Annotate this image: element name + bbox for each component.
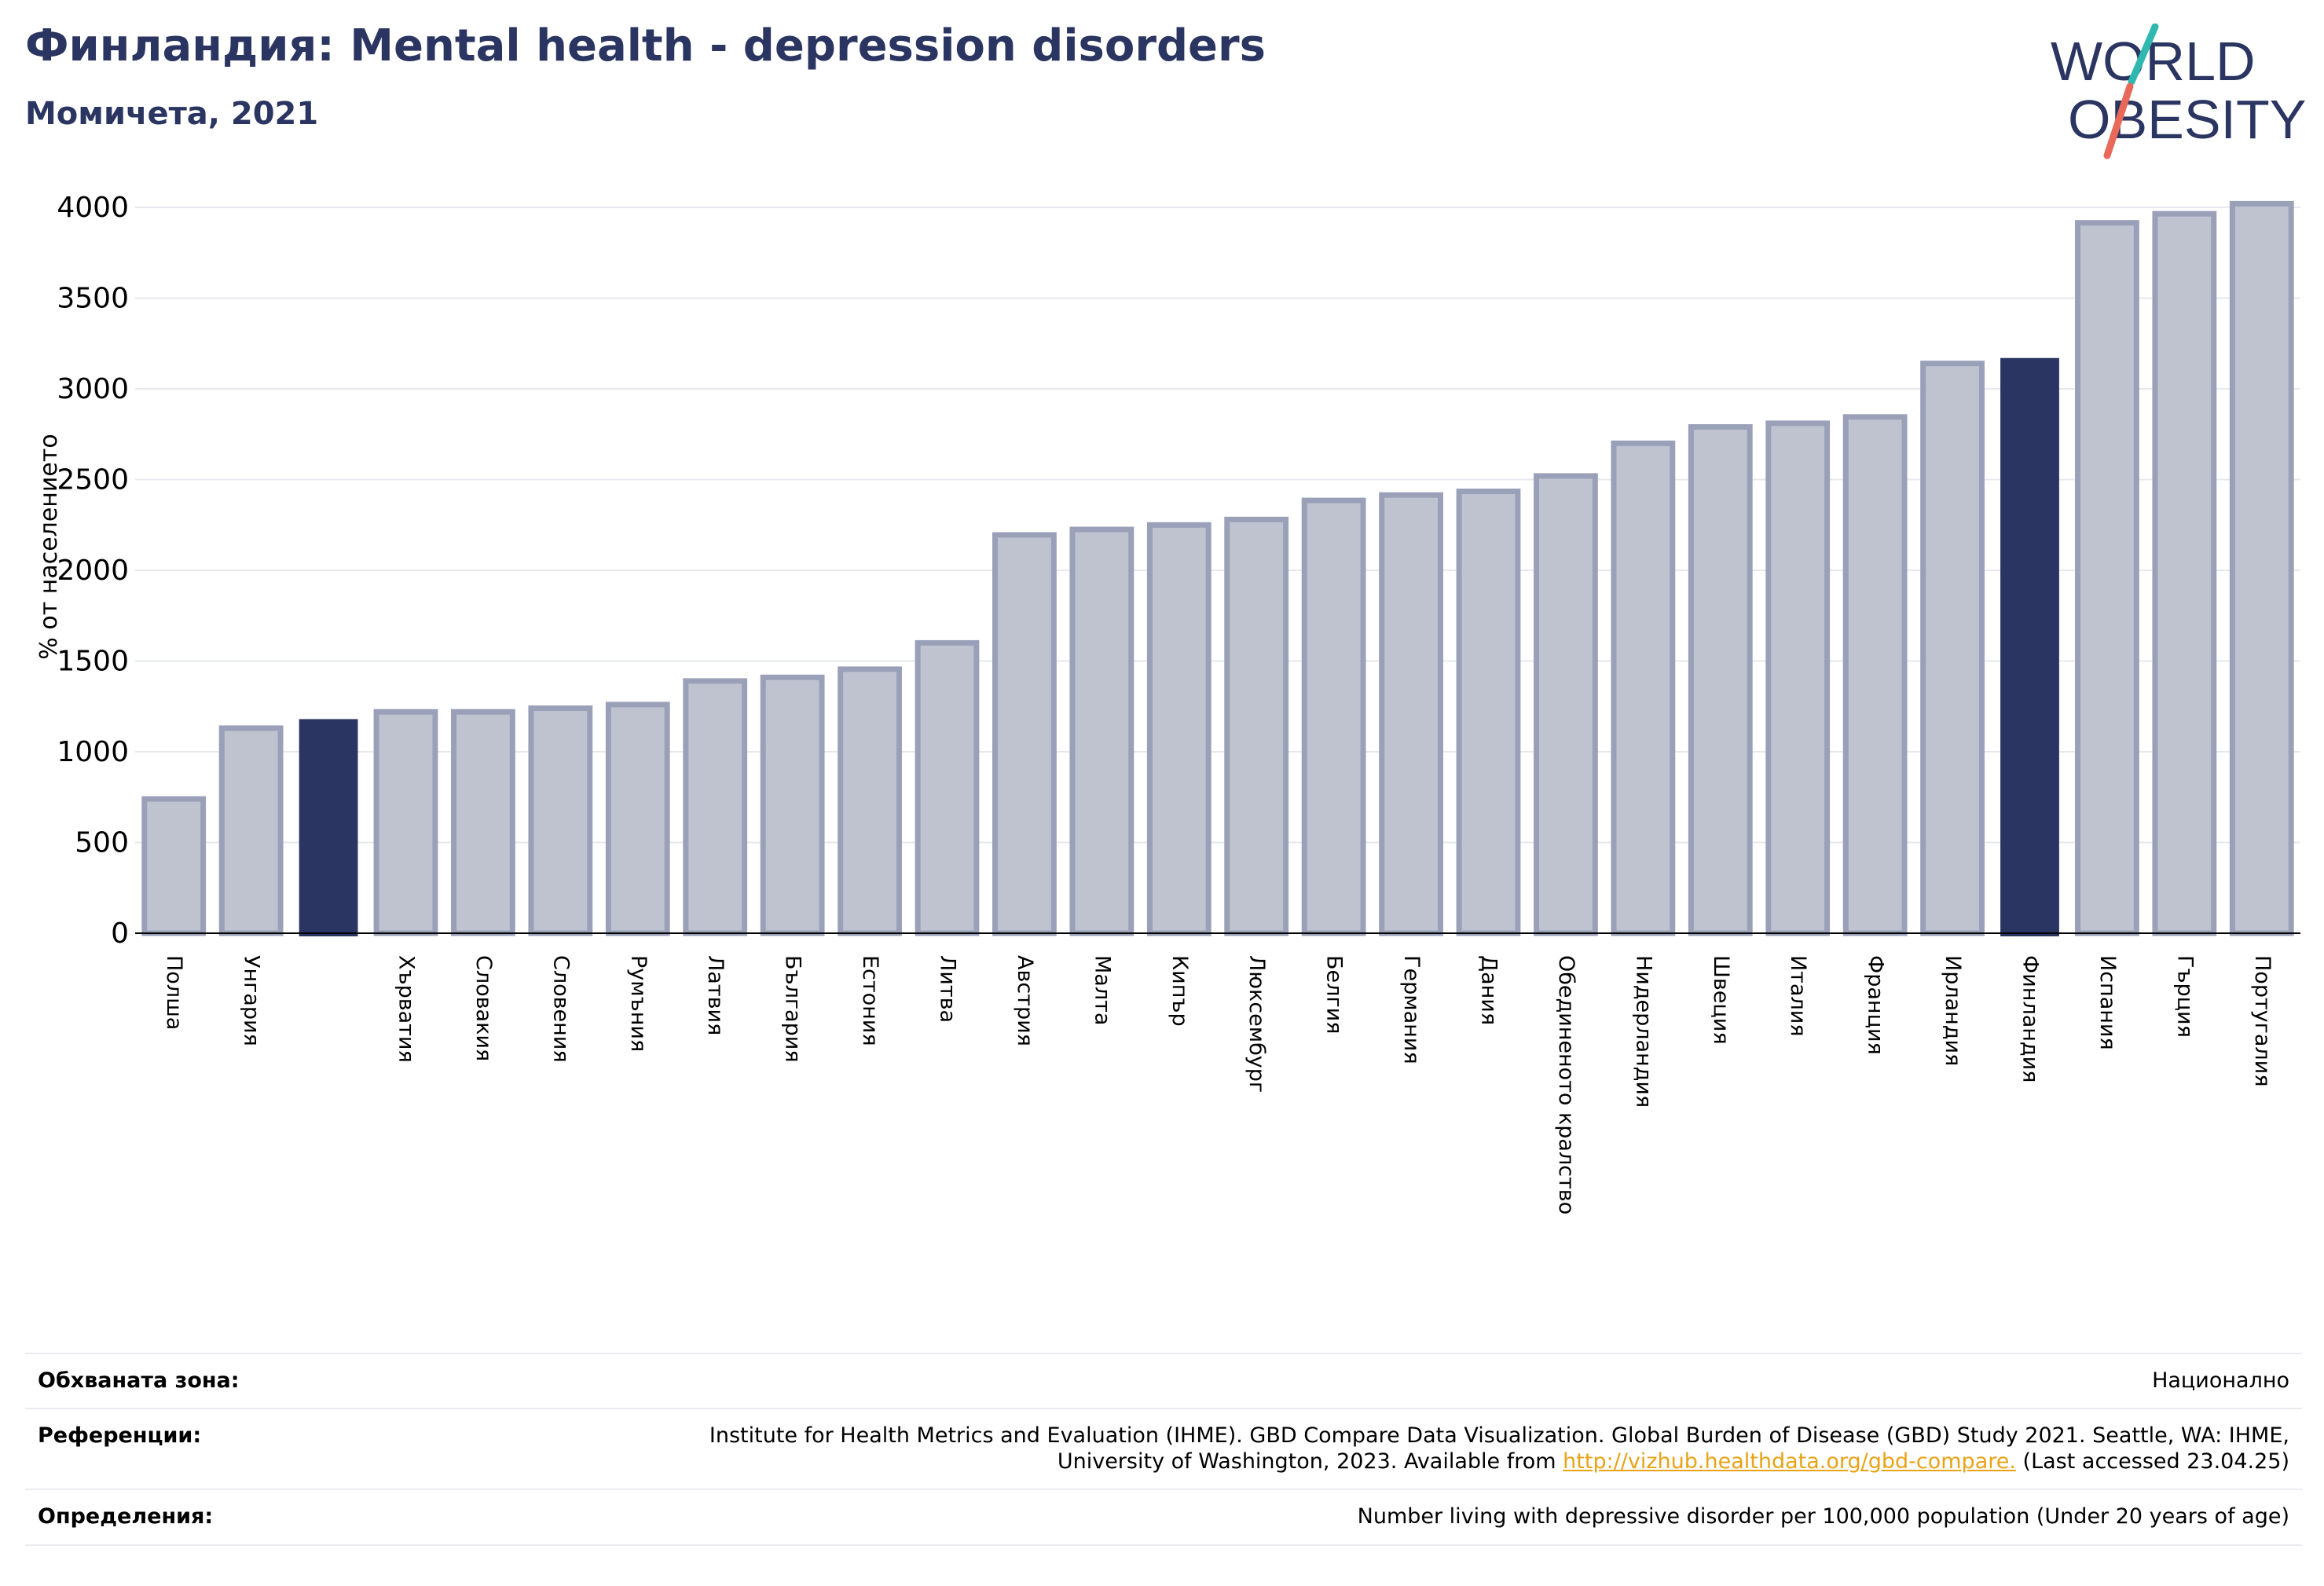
bar-Малта bbox=[1069, 526, 1135, 936]
x-tick-label: Ирландия bbox=[1941, 955, 1965, 1066]
bar-Обединеното кралство bbox=[1534, 473, 1598, 936]
bar-Латвия bbox=[683, 678, 748, 936]
definitions-value: Number living with depressive disorder p… bbox=[1357, 1504, 2289, 1529]
definitions-label: Определения: bbox=[38, 1504, 214, 1529]
y-tick-label: 0 bbox=[111, 918, 129, 950]
bar-Унгария bbox=[218, 725, 284, 936]
x-tick-label: Словакия bbox=[471, 955, 496, 1061]
bar-Кипър bbox=[1146, 522, 1211, 936]
x-tick-label: Португалия bbox=[2250, 955, 2275, 1086]
x-tick-label: Белгия bbox=[1322, 955, 1347, 1034]
bar-Гърция bbox=[2152, 211, 2217, 936]
y-tick-label: 2500 bbox=[57, 464, 129, 496]
references-row: Референции: Institute for Health Metrics… bbox=[25, 1408, 2302, 1489]
x-tick-label: Франция bbox=[1864, 955, 1888, 1055]
x-axis-labels: Полша Унгария Хърватия Словакия Словения Румъ… bbox=[162, 955, 2275, 1214]
bar-Литва bbox=[915, 639, 980, 936]
bar-Дания bbox=[1456, 489, 1521, 936]
bar-Люксембург bbox=[1224, 516, 1289, 936]
bar-chart: 0 500 1000 1500 2000 2500 3000 3500 4000 % от на… bbox=[35, 192, 2300, 1214]
bar-Нидерландия bbox=[1611, 440, 1676, 936]
coverage-row: Обхваната зона: Национално bbox=[25, 1353, 2302, 1408]
bar-Франция bbox=[1842, 414, 1908, 936]
bar-Белгия bbox=[1301, 497, 1366, 936]
references-value: Institute for Health Metrics and Evaluat… bbox=[640, 1423, 2289, 1474]
x-tick-label: Полша bbox=[162, 955, 186, 1030]
y-tick-label: 1000 bbox=[57, 736, 129, 768]
x-tick-label: Литва bbox=[936, 955, 960, 1023]
x-tick-label: Унгария bbox=[240, 955, 264, 1046]
x-tick-label: Дания bbox=[1477, 955, 1501, 1025]
y-tick-label: 1500 bbox=[57, 646, 129, 678]
references-text: Institute for Health Metrics and Evaluat… bbox=[709, 1423, 2289, 1474]
references-label: Референции: bbox=[38, 1423, 202, 1449]
logo-slash-top bbox=[2128, 24, 2159, 86]
chart-title: Финландия: Mental health - depression di… bbox=[25, 20, 1266, 71]
x-tick-label: Обединеното кралство bbox=[1554, 955, 1578, 1214]
bar-Ирландия bbox=[1920, 361, 1985, 936]
bar-Швеция bbox=[1688, 424, 1753, 936]
bar-България bbox=[760, 674, 825, 936]
references-link[interactable]: http://vizhub.healthdata.org/gbd-compare… bbox=[1563, 1449, 2016, 1474]
bar-Испания bbox=[2075, 220, 2139, 936]
x-tick-label: Люксембург bbox=[1244, 955, 1269, 1093]
bar-Естония bbox=[838, 666, 902, 936]
bar-Португалия bbox=[2229, 200, 2294, 936]
x-tick-label: Хърватия bbox=[394, 955, 419, 1063]
y-tick-label: 2000 bbox=[57, 555, 129, 587]
chart-subtitle: Момичета, 2021 bbox=[25, 96, 319, 132]
y-axis-label: % от населението bbox=[35, 434, 63, 659]
x-tick-label: Германия bbox=[1399, 955, 1424, 1064]
bar-Румъния bbox=[605, 701, 670, 936]
bar-Хърватия bbox=[373, 709, 438, 936]
bar-Словакия bbox=[451, 709, 515, 936]
x-tick-label: Австрия bbox=[1013, 955, 1037, 1046]
y-tick-label: 3000 bbox=[57, 373, 129, 405]
x-tick-label: Кипър bbox=[1167, 955, 1192, 1027]
x-tick-label: Швеция bbox=[1709, 955, 1733, 1045]
info-table: Обхваната зона: Национално Референции: I… bbox=[25, 1353, 2302, 1546]
x-tick-label: България bbox=[781, 955, 805, 1063]
bar-highlighted-2 bbox=[299, 719, 358, 936]
bars bbox=[141, 200, 2294, 937]
x-tick-label: Румъния bbox=[626, 955, 651, 1052]
world-obesity-logo: WORLD OBESITY bbox=[2051, 24, 2306, 159]
x-tick-label: Латвия bbox=[703, 955, 728, 1035]
x-tick-label: Естония bbox=[858, 955, 882, 1046]
bar-Германия bbox=[1379, 492, 1443, 936]
y-tick-label: 4000 bbox=[57, 192, 129, 224]
bar-Австрия bbox=[992, 532, 1057, 936]
coverage-label: Обхваната зона: bbox=[38, 1368, 240, 1393]
x-tick-label: Италия bbox=[1786, 955, 1810, 1037]
logo-word-world: WORLD bbox=[2051, 31, 2256, 92]
x-tick-label: Финландия bbox=[2018, 955, 2043, 1082]
coverage-value: Национално bbox=[2152, 1368, 2289, 1393]
bar-Италия bbox=[1765, 420, 1831, 936]
bar-Полша bbox=[141, 796, 207, 936]
x-tick-label: Словения bbox=[548, 955, 573, 1063]
x-tick-label: Гърция bbox=[2172, 955, 2197, 1038]
bar-Словения bbox=[528, 705, 593, 936]
y-tick-label: 500 bbox=[75, 827, 129, 859]
y-tick-label: 3500 bbox=[57, 283, 129, 315]
logo-slash-bottom bbox=[2103, 82, 2134, 159]
x-tick-label: Испания bbox=[2095, 955, 2120, 1050]
logo-word-obesity: OBESITY bbox=[2068, 89, 2306, 150]
definitions-row: Определения: Number living with depressi… bbox=[25, 1489, 2302, 1546]
references-accessed: (Last accessed 23.04.25) bbox=[2022, 1449, 2289, 1474]
x-tick-label: Нидерландия bbox=[1631, 955, 1655, 1108]
bar-Финландия bbox=[2000, 357, 2059, 937]
y-axis-ticks: 0 500 1000 1500 2000 2500 3000 3500 4000 bbox=[57, 192, 129, 950]
x-tick-label: Малта bbox=[1090, 955, 1114, 1025]
